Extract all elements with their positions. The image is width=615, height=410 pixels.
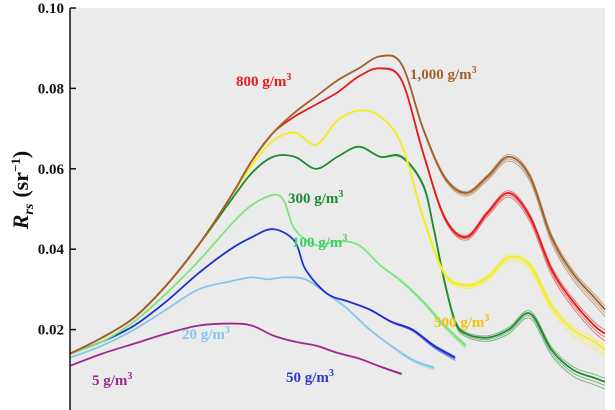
series-3-group <box>69 193 467 355</box>
series-layer <box>69 54 606 390</box>
series-annotation: 800 g/m3 <box>236 72 291 90</box>
y-tick-label: 0.06 <box>38 162 65 178</box>
series-0-group <box>69 322 402 376</box>
series-annotation: 300 g/m3 <box>288 189 343 207</box>
y-tick-label: 0.04 <box>38 242 65 258</box>
series-annotation: 500 g/m3 <box>434 313 489 331</box>
series-1-group <box>69 276 435 371</box>
series-annotation: 50 g/m3 <box>286 368 334 386</box>
series-annotation: 1,000 g/m3 <box>410 65 477 83</box>
series-variant-line <box>69 276 434 368</box>
series-variant-line <box>69 228 456 357</box>
y-tick-label: 0.02 <box>38 323 64 339</box>
series-7-group <box>69 54 606 355</box>
series-2-group <box>69 228 456 361</box>
series-variant-line <box>69 323 402 374</box>
y-axis-label: Rrs(sr−1) <box>8 151 37 231</box>
series-variant-line <box>69 54 606 355</box>
series-annotation: 5 g/m3 <box>92 371 132 389</box>
y-tick-label: 0.10 <box>38 1 64 17</box>
series-annotation: 20 g/m3 <box>182 325 230 343</box>
series-variant-line <box>69 194 467 355</box>
series-annotation: 100 g/m3 <box>292 233 347 251</box>
y-tick-label: 0.08 <box>38 81 64 97</box>
y-ticks: 0.02 0.04 0.06 0.08 0.10 <box>38 1 76 339</box>
series-annotations: 800 g/m3 1,000 g/m3 300 g/m3 100 g/m3 500 g/… <box>92 65 489 389</box>
plot-background <box>70 8 605 410</box>
